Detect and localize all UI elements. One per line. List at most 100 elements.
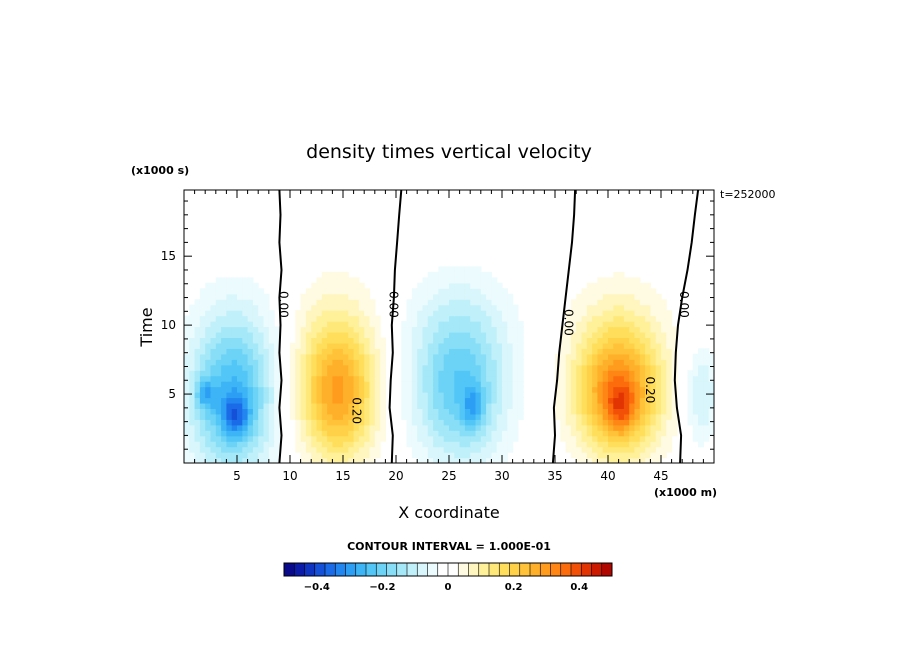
heatmap-cell xyxy=(411,337,418,344)
heatmap-cell xyxy=(369,375,376,382)
heatmap-cell xyxy=(417,326,424,333)
heatmap-cell xyxy=(411,381,418,388)
heatmap-cell xyxy=(570,441,577,448)
heatmap-cell xyxy=(576,364,583,371)
heatmap-cell xyxy=(353,304,360,311)
heatmap-cell xyxy=(623,413,630,420)
heatmap-cell xyxy=(242,381,249,388)
heatmap-cell xyxy=(327,342,333,349)
heatmap-cell xyxy=(645,441,651,448)
heatmap-cell xyxy=(565,424,572,431)
heatmap-cell xyxy=(613,457,620,463)
heatmap-cell xyxy=(337,348,344,355)
heatmap-cell xyxy=(475,364,482,371)
heatmap-cell xyxy=(189,435,196,442)
heatmap-cell xyxy=(433,430,439,437)
heatmap-cell xyxy=(305,402,312,409)
heatmap-cell xyxy=(449,315,455,322)
heatmap-cell xyxy=(464,359,471,366)
heatmap-cell xyxy=(316,370,323,377)
heatmap-cell xyxy=(263,435,270,442)
heatmap-cell xyxy=(422,315,429,322)
heatmap-cell xyxy=(650,337,657,344)
heatmap-cell xyxy=(618,419,625,426)
heatmap-cell xyxy=(443,304,450,311)
heatmap-cell xyxy=(411,397,418,404)
heatmap-cell xyxy=(634,375,641,382)
heatmap-cell xyxy=(194,364,201,371)
heatmap-cell xyxy=(189,359,196,366)
heatmap-cell xyxy=(184,392,190,399)
heatmap-cell xyxy=(343,419,349,426)
heatmap-cell xyxy=(411,430,418,437)
heatmap-cell xyxy=(252,402,259,409)
heatmap-cell xyxy=(443,435,450,442)
heatmap-cell xyxy=(427,441,434,448)
heatmap-cell xyxy=(231,277,238,284)
heatmap-cell xyxy=(321,435,328,442)
heatmap-cell xyxy=(380,375,386,382)
heatmap-cell xyxy=(353,277,360,284)
heatmap-cell xyxy=(327,452,333,459)
heatmap-cell xyxy=(708,386,714,393)
heatmap-cell xyxy=(237,342,243,349)
heatmap-cell xyxy=(321,430,328,437)
heatmap-cell xyxy=(586,326,593,333)
heatmap-cell xyxy=(263,321,270,328)
heatmap-cell xyxy=(237,452,243,459)
heatmap-cell xyxy=(411,364,418,371)
heatmap-cell xyxy=(422,452,429,459)
heatmap-cell xyxy=(586,293,593,300)
heatmap-cell xyxy=(464,452,471,459)
heatmap-cell xyxy=(464,353,471,360)
heatmap-cell xyxy=(380,348,386,355)
heatmap-cell xyxy=(226,288,233,295)
heatmap-cell xyxy=(491,375,498,382)
heatmap-cell xyxy=(475,435,482,442)
heatmap-cell xyxy=(364,364,371,371)
heatmap-cell xyxy=(666,326,673,333)
heatmap-cell xyxy=(560,331,567,339)
heatmap-cell xyxy=(295,441,302,448)
heatmap-cell xyxy=(581,304,588,311)
heatmap-cell xyxy=(475,282,482,289)
heatmap-cell xyxy=(364,293,371,300)
colorbar-swatch xyxy=(540,563,551,576)
heatmap-cell xyxy=(427,452,434,459)
heatmap-cell xyxy=(692,430,699,437)
heatmap-cell xyxy=(364,337,371,344)
colorbar-tick-label: 0 xyxy=(445,582,452,593)
heatmap-cell xyxy=(581,321,588,328)
heatmap-cell xyxy=(332,446,339,453)
heatmap-cell xyxy=(618,392,625,399)
heatmap-cell xyxy=(316,419,323,426)
heatmap-cell xyxy=(300,326,307,333)
heatmap-cell xyxy=(639,337,646,344)
heatmap-cell xyxy=(438,293,445,300)
heatmap-cell xyxy=(655,381,662,388)
heatmap-cell xyxy=(570,413,577,420)
heatmap-cell xyxy=(348,326,355,333)
heatmap-cell xyxy=(305,342,312,349)
heatmap-cell xyxy=(496,348,503,355)
heatmap-cell xyxy=(496,353,503,360)
heatmap-cell xyxy=(194,397,201,404)
heatmap-cell xyxy=(443,424,450,431)
heatmap-cell xyxy=(602,337,609,344)
heatmap-cell xyxy=(496,359,503,366)
heatmap-cell xyxy=(496,452,503,459)
heatmap-cell xyxy=(231,342,238,349)
heatmap-cell xyxy=(618,288,625,295)
heatmap-cell xyxy=(491,419,498,426)
heatmap-cell xyxy=(449,435,455,442)
heatmap-cell xyxy=(411,331,418,339)
heatmap-cell xyxy=(321,293,328,300)
heatmap-cell xyxy=(237,353,243,360)
heatmap-cell xyxy=(374,441,381,448)
x-tick-label: 10 xyxy=(282,469,297,483)
heatmap-cell xyxy=(295,331,302,339)
heatmap-cell xyxy=(194,342,201,349)
heatmap-cell xyxy=(464,413,471,420)
heatmap-cell xyxy=(703,375,710,382)
heatmap-cell xyxy=(454,326,461,333)
